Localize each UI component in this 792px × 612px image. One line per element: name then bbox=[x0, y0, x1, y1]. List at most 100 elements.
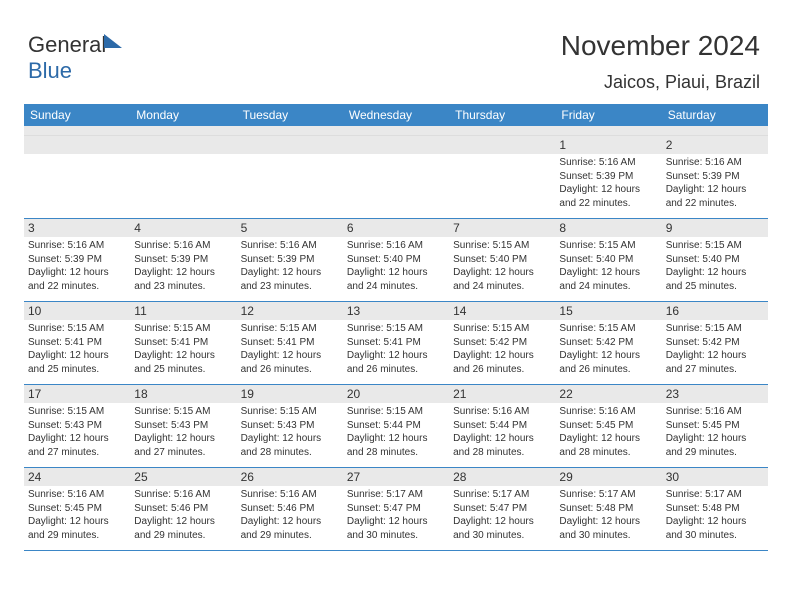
sunset-text: Sunset: 5:47 PM bbox=[453, 502, 551, 516]
day-details: Sunrise: 5:16 AMSunset: 5:39 PMDaylight:… bbox=[662, 154, 768, 214]
sunset-text: Sunset: 5:47 PM bbox=[347, 502, 445, 516]
sunset-text: Sunset: 5:46 PM bbox=[241, 502, 339, 516]
logo: General Blue bbox=[28, 32, 124, 84]
day-details: Sunrise: 5:16 AMSunset: 5:45 PMDaylight:… bbox=[555, 403, 661, 463]
daylight-text: Daylight: 12 hours and 24 minutes. bbox=[559, 266, 657, 293]
calendar-week: 3Sunrise: 5:16 AMSunset: 5:39 PMDaylight… bbox=[24, 219, 768, 302]
sunset-text: Sunset: 5:43 PM bbox=[28, 419, 126, 433]
calendar-week: 17Sunrise: 5:15 AMSunset: 5:43 PMDayligh… bbox=[24, 385, 768, 468]
calendar-week: 10Sunrise: 5:15 AMSunset: 5:41 PMDayligh… bbox=[24, 302, 768, 385]
sunrise-text: Sunrise: 5:16 AM bbox=[453, 405, 551, 419]
header-sunday: Sunday bbox=[24, 104, 130, 126]
calendar-day: 8Sunrise: 5:15 AMSunset: 5:40 PMDaylight… bbox=[555, 219, 661, 301]
calendar-day: 9Sunrise: 5:15 AMSunset: 5:40 PMDaylight… bbox=[662, 219, 768, 301]
day-number: 12 bbox=[237, 302, 343, 320]
sunset-text: Sunset: 5:45 PM bbox=[28, 502, 126, 516]
calendar-day: 18Sunrise: 5:15 AMSunset: 5:43 PMDayligh… bbox=[130, 385, 236, 467]
daylight-text: Daylight: 12 hours and 28 minutes. bbox=[347, 432, 445, 459]
day-details: Sunrise: 5:15 AMSunset: 5:43 PMDaylight:… bbox=[237, 403, 343, 463]
day-number: 27 bbox=[343, 468, 449, 486]
day-number: 30 bbox=[662, 468, 768, 486]
calendar-day bbox=[343, 136, 449, 218]
day-details: Sunrise: 5:16 AMSunset: 5:40 PMDaylight:… bbox=[343, 237, 449, 297]
calendar-day: 23Sunrise: 5:16 AMSunset: 5:45 PMDayligh… bbox=[662, 385, 768, 467]
sunset-text: Sunset: 5:40 PM bbox=[666, 253, 764, 267]
sunrise-text: Sunrise: 5:16 AM bbox=[134, 488, 232, 502]
calendar-day: 13Sunrise: 5:15 AMSunset: 5:41 PMDayligh… bbox=[343, 302, 449, 384]
calendar-day: 17Sunrise: 5:15 AMSunset: 5:43 PMDayligh… bbox=[24, 385, 130, 467]
calendar-day: 20Sunrise: 5:15 AMSunset: 5:44 PMDayligh… bbox=[343, 385, 449, 467]
day-number: 16 bbox=[662, 302, 768, 320]
day-number: 15 bbox=[555, 302, 661, 320]
sunset-text: Sunset: 5:43 PM bbox=[134, 419, 232, 433]
day-details: Sunrise: 5:15 AMSunset: 5:40 PMDaylight:… bbox=[449, 237, 555, 297]
day-number: 7 bbox=[449, 219, 555, 237]
daylight-text: Daylight: 12 hours and 22 minutes. bbox=[28, 266, 126, 293]
sunrise-text: Sunrise: 5:15 AM bbox=[347, 322, 445, 336]
sunrise-text: Sunrise: 5:17 AM bbox=[453, 488, 551, 502]
daylight-text: Daylight: 12 hours and 25 minutes. bbox=[28, 349, 126, 376]
sunset-text: Sunset: 5:44 PM bbox=[347, 419, 445, 433]
calendar-week: 24Sunrise: 5:16 AMSunset: 5:45 PMDayligh… bbox=[24, 468, 768, 551]
logo-text-blue: Blue bbox=[28, 58, 72, 83]
daylight-text: Daylight: 12 hours and 27 minutes. bbox=[28, 432, 126, 459]
sunset-text: Sunset: 5:41 PM bbox=[134, 336, 232, 350]
sunrise-text: Sunrise: 5:15 AM bbox=[28, 322, 126, 336]
day-number bbox=[343, 136, 449, 154]
calendar-day: 19Sunrise: 5:15 AMSunset: 5:43 PMDayligh… bbox=[237, 385, 343, 467]
sunrise-text: Sunrise: 5:15 AM bbox=[559, 322, 657, 336]
sunset-text: Sunset: 5:39 PM bbox=[559, 170, 657, 184]
day-number: 5 bbox=[237, 219, 343, 237]
daylight-text: Daylight: 12 hours and 25 minutes. bbox=[666, 266, 764, 293]
page-title: November 2024 bbox=[561, 30, 760, 62]
page-subtitle: Jaicos, Piaui, Brazil bbox=[604, 72, 760, 93]
day-number: 1 bbox=[555, 136, 661, 154]
calendar-day: 25Sunrise: 5:16 AMSunset: 5:46 PMDayligh… bbox=[130, 468, 236, 550]
sunset-text: Sunset: 5:39 PM bbox=[28, 253, 126, 267]
day-number: 19 bbox=[237, 385, 343, 403]
day-details: Sunrise: 5:15 AMSunset: 5:41 PMDaylight:… bbox=[24, 320, 130, 380]
sunset-text: Sunset: 5:48 PM bbox=[666, 502, 764, 516]
day-number: 17 bbox=[24, 385, 130, 403]
day-number: 14 bbox=[449, 302, 555, 320]
day-details: Sunrise: 5:15 AMSunset: 5:42 PMDaylight:… bbox=[662, 320, 768, 380]
daylight-text: Daylight: 12 hours and 29 minutes. bbox=[241, 515, 339, 542]
header-wednesday: Wednesday bbox=[343, 104, 449, 126]
daylight-text: Daylight: 12 hours and 30 minutes. bbox=[347, 515, 445, 542]
sunrise-text: Sunrise: 5:16 AM bbox=[134, 239, 232, 253]
calendar-day: 7Sunrise: 5:15 AMSunset: 5:40 PMDaylight… bbox=[449, 219, 555, 301]
daylight-text: Daylight: 12 hours and 22 minutes. bbox=[559, 183, 657, 210]
calendar-day: 12Sunrise: 5:15 AMSunset: 5:41 PMDayligh… bbox=[237, 302, 343, 384]
calendar-spacer bbox=[24, 126, 768, 136]
day-number: 23 bbox=[662, 385, 768, 403]
calendar-day: 10Sunrise: 5:15 AMSunset: 5:41 PMDayligh… bbox=[24, 302, 130, 384]
calendar-day: 4Sunrise: 5:16 AMSunset: 5:39 PMDaylight… bbox=[130, 219, 236, 301]
calendar-day: 11Sunrise: 5:15 AMSunset: 5:41 PMDayligh… bbox=[130, 302, 236, 384]
sunset-text: Sunset: 5:48 PM bbox=[559, 502, 657, 516]
calendar-day: 1Sunrise: 5:16 AMSunset: 5:39 PMDaylight… bbox=[555, 136, 661, 218]
calendar-day bbox=[449, 136, 555, 218]
day-details: Sunrise: 5:15 AMSunset: 5:44 PMDaylight:… bbox=[343, 403, 449, 463]
day-details: Sunrise: 5:15 AMSunset: 5:41 PMDaylight:… bbox=[343, 320, 449, 380]
daylight-text: Daylight: 12 hours and 28 minutes. bbox=[453, 432, 551, 459]
sunrise-text: Sunrise: 5:16 AM bbox=[666, 405, 764, 419]
day-number: 22 bbox=[555, 385, 661, 403]
day-number bbox=[237, 136, 343, 154]
calendar-week: 1Sunrise: 5:16 AMSunset: 5:39 PMDaylight… bbox=[24, 136, 768, 219]
daylight-text: Daylight: 12 hours and 26 minutes. bbox=[241, 349, 339, 376]
sunset-text: Sunset: 5:40 PM bbox=[559, 253, 657, 267]
sunrise-text: Sunrise: 5:15 AM bbox=[134, 405, 232, 419]
day-details: Sunrise: 5:17 AMSunset: 5:48 PMDaylight:… bbox=[555, 486, 661, 546]
calendar-header-row: Sunday Monday Tuesday Wednesday Thursday… bbox=[24, 104, 768, 126]
daylight-text: Daylight: 12 hours and 29 minutes. bbox=[134, 515, 232, 542]
daylight-text: Daylight: 12 hours and 24 minutes. bbox=[453, 266, 551, 293]
calendar-day: 22Sunrise: 5:16 AMSunset: 5:45 PMDayligh… bbox=[555, 385, 661, 467]
sunset-text: Sunset: 5:43 PM bbox=[241, 419, 339, 433]
sunrise-text: Sunrise: 5:16 AM bbox=[666, 156, 764, 170]
day-details: Sunrise: 5:16 AMSunset: 5:46 PMDaylight:… bbox=[130, 486, 236, 546]
sunrise-text: Sunrise: 5:15 AM bbox=[347, 405, 445, 419]
sunrise-text: Sunrise: 5:15 AM bbox=[453, 239, 551, 253]
day-number: 21 bbox=[449, 385, 555, 403]
sunset-text: Sunset: 5:41 PM bbox=[28, 336, 126, 350]
daylight-text: Daylight: 12 hours and 22 minutes. bbox=[666, 183, 764, 210]
